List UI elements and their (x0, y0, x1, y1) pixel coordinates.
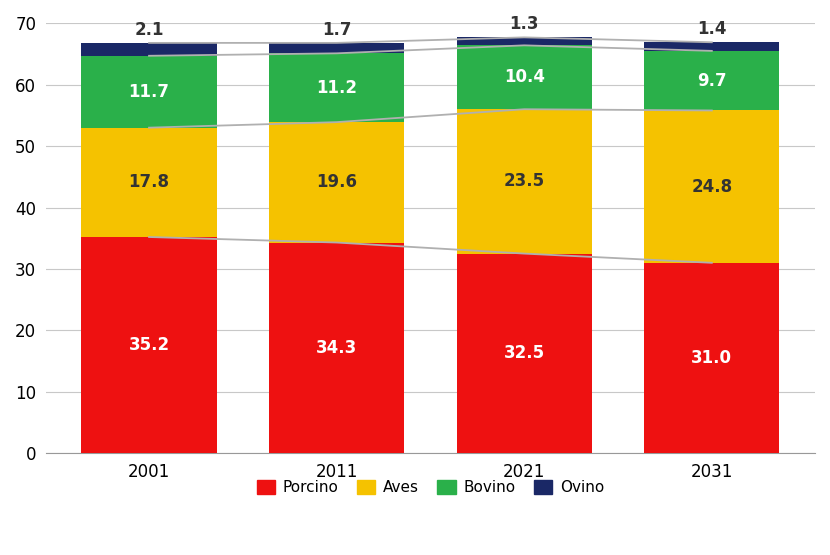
Bar (644, 51, 779, 110)
Bar (81, 43, 217, 56)
Text: 10.4: 10.4 (504, 68, 544, 86)
Legend: Porcino, Aves, Bovino, Ovino: Porcino, Aves, Bovino, Ovino (251, 474, 610, 502)
Bar (644, 42, 779, 51)
Bar (269, 43, 404, 53)
Text: 11.2: 11.2 (316, 79, 357, 97)
Bar (269, 53, 404, 122)
Text: 19.6: 19.6 (316, 173, 357, 191)
Bar (457, 46, 592, 109)
Bar (644, 263, 779, 453)
Bar (457, 37, 592, 46)
Bar (81, 237, 217, 453)
Bar (457, 254, 592, 453)
Bar (269, 122, 404, 243)
Text: 32.5: 32.5 (504, 345, 544, 362)
Bar (457, 109, 592, 254)
Text: 9.7: 9.7 (697, 72, 726, 90)
Bar (81, 128, 217, 237)
Bar (644, 110, 779, 263)
Text: 17.8: 17.8 (129, 173, 169, 191)
Text: 1.7: 1.7 (322, 21, 351, 39)
Text: 31.0: 31.0 (691, 349, 732, 367)
Text: 1.3: 1.3 (510, 15, 539, 33)
Bar (269, 243, 404, 453)
Text: 35.2: 35.2 (129, 336, 169, 354)
Text: 34.3: 34.3 (316, 339, 357, 357)
Text: 23.5: 23.5 (504, 173, 544, 190)
Bar (81, 56, 217, 128)
Text: 11.7: 11.7 (129, 83, 169, 100)
Text: 2.1: 2.1 (134, 21, 164, 39)
Text: 1.4: 1.4 (697, 20, 726, 38)
Text: 24.8: 24.8 (691, 178, 732, 195)
